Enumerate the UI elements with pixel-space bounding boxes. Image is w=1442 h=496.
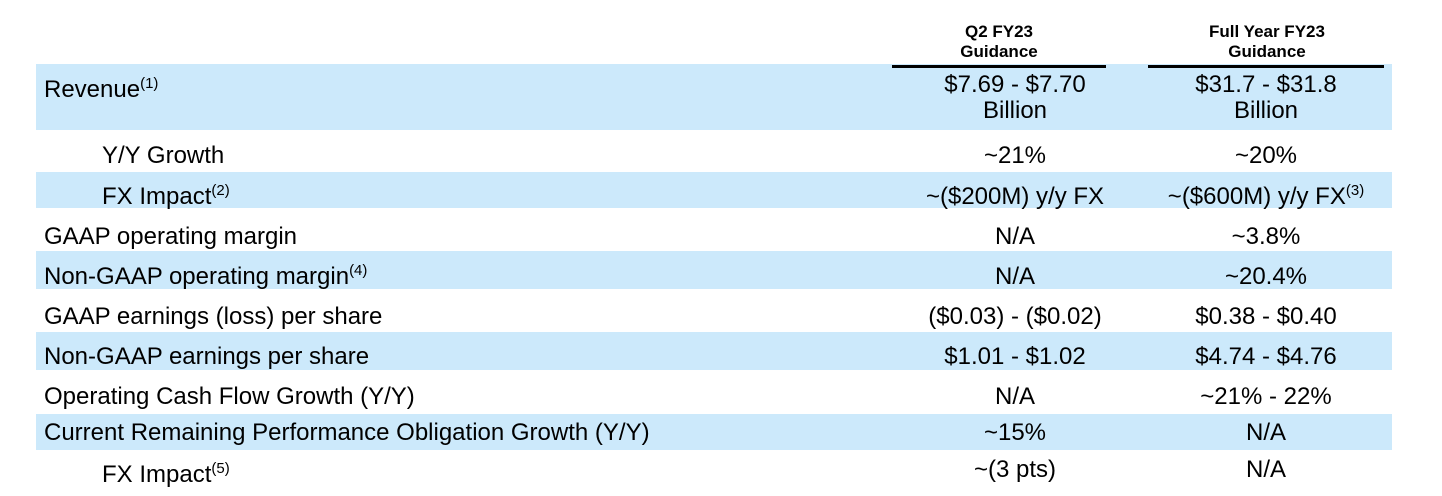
- q2-value: $7.69 - $7.70 Billion: [944, 71, 1086, 124]
- full-year-value: $31.7 - $31.8 Billion: [1195, 71, 1337, 124]
- row-label: Current Remaining Performance Obligation…: [44, 419, 650, 446]
- row-label: Non-GAAP earnings per share: [44, 343, 370, 370]
- table-row: FX Impact(5) ~(3 pts) N/A: [36, 452, 1392, 492]
- column-header-q2: Q2 FY23 Guidance: [892, 22, 1106, 62]
- table-row: Non-GAAP earnings per share $1.01 - $1.0…: [36, 332, 1392, 370]
- row-label: GAAP operating margin: [44, 223, 298, 250]
- table-row: Non-GAAP operating margin(4) N/A ~20.4%: [36, 251, 1392, 290]
- full-year-value: $4.74 - $4.76: [1195, 343, 1337, 370]
- row-label: FX Impact(2): [102, 182, 230, 210]
- row-label: Revenue(1): [44, 75, 159, 103]
- table-row: Revenue(1) $7.69 - $7.70 Billion $31.7 - …: [36, 64, 1392, 130]
- table-row: Current Remaining Performance Obligation…: [36, 414, 1392, 450]
- full-year-value: ~20.4%: [1224, 263, 1308, 290]
- column-header-q2-rule: [892, 65, 1106, 68]
- q2-value: ~(3 pts): [973, 456, 1057, 483]
- table-row: FX Impact(2) ~($200M) y/y FX ~($600M) y/…: [36, 172, 1392, 210]
- table-row: Y/Y Growth ~21% ~20%: [36, 136, 1392, 170]
- full-year-value: ~21% - 22%: [1200, 383, 1332, 410]
- q2-value: N/A: [994, 383, 1035, 410]
- row-label: Operating Cash Flow Growth (Y/Y): [44, 383, 415, 410]
- table-row: GAAP earnings (loss) per share ($0.03) -…: [36, 292, 1392, 330]
- row-label: FX Impact(5): [102, 460, 230, 488]
- row-label: Y/Y Growth: [102, 142, 225, 169]
- q2-value: ($0.03) - ($0.02): [928, 303, 1102, 330]
- full-year-value: ~3.8%: [1231, 223, 1301, 250]
- q2-value: N/A: [994, 223, 1035, 250]
- q2-value: ~15%: [983, 419, 1047, 446]
- table-row: GAAP operating margin N/A ~3.8%: [36, 212, 1392, 250]
- q2-value: $1.01 - $1.02: [944, 343, 1086, 370]
- q2-value: N/A: [994, 263, 1035, 290]
- column-header-full-year-rule: [1148, 65, 1384, 68]
- row-label: Non-GAAP operating margin(4): [44, 262, 368, 290]
- full-year-value: ~20%: [1234, 142, 1298, 169]
- column-header-full-year-line2: Guidance: [1228, 42, 1306, 61]
- full-year-value: ~($600M) y/y FX(3): [1167, 182, 1365, 210]
- table-row: Operating Cash Flow Growth (Y/Y) N/A ~21…: [36, 372, 1392, 412]
- full-year-value: N/A: [1245, 456, 1286, 483]
- column-header-q2-line1: Q2 FY23: [964, 22, 1034, 41]
- full-year-value: $0.38 - $0.40: [1195, 303, 1337, 330]
- row-label: GAAP earnings (loss) per share: [44, 303, 383, 330]
- q2-value: ~($200M) y/y FX: [925, 183, 1105, 210]
- full-year-value: N/A: [1245, 419, 1286, 446]
- column-header-full-year: Full Year FY23 Guidance: [1150, 22, 1384, 62]
- column-header-full-year-line1: Full Year FY23: [1209, 22, 1325, 41]
- column-header-q2-line2: Guidance: [960, 42, 1038, 61]
- q2-value: ~21%: [983, 142, 1047, 169]
